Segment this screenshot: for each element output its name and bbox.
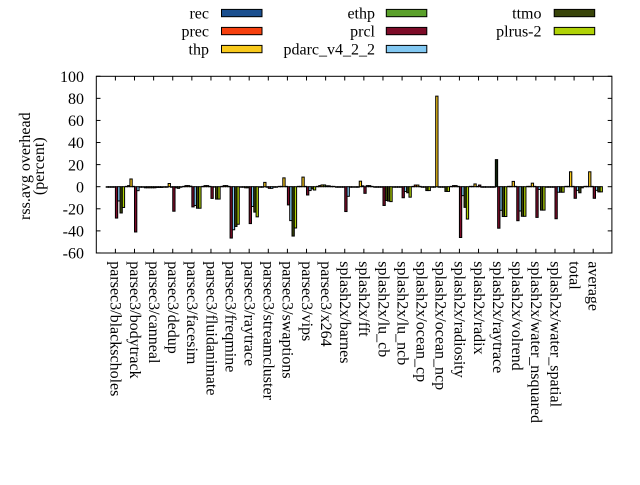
- svg-text:plrus-2: plrus-2: [496, 23, 541, 40]
- svg-text:splash2x/water_nsquared: splash2x/water_nsquared: [527, 261, 544, 423]
- svg-text:parsec3/x264: parsec3/x264: [317, 261, 334, 346]
- svg-text:splash2x/ocean_ncp: splash2x/ocean_ncp: [432, 261, 449, 390]
- svg-text:ethp: ethp: [347, 5, 375, 22]
- svg-text:100: 100: [60, 69, 84, 86]
- svg-text:splash2x/radiosity: splash2x/radiosity: [451, 261, 468, 377]
- svg-text:ttmo: ttmo: [512, 5, 541, 22]
- svg-text:parsec3/vips: parsec3/vips: [298, 261, 315, 341]
- svg-text:splash2x/water_spatial: splash2x/water_spatial: [546, 261, 563, 407]
- svg-text:pdarc_v4_2_2: pdarc_v4_2_2: [283, 41, 375, 58]
- svg-text:prcl: prcl: [350, 23, 375, 40]
- svg-text:(percent): (percent): [31, 137, 48, 195]
- svg-text:20: 20: [68, 157, 84, 174]
- svg-text:-20: -20: [63, 201, 84, 218]
- svg-text:rec: rec: [189, 5, 209, 22]
- svg-text:splash2x/lu_cb: splash2x/lu_cb: [374, 261, 391, 357]
- svg-text:prec: prec: [181, 23, 209, 40]
- svg-text:parsec3/fluidanimate: parsec3/fluidanimate: [202, 261, 219, 395]
- svg-text:splash2x/barnes: splash2x/barnes: [336, 261, 353, 363]
- svg-text:parsec3/blackscholes: parsec3/blackscholes: [107, 261, 124, 396]
- svg-text:splash2x/fft: splash2x/fft: [355, 261, 372, 337]
- svg-text:splash2x/lu_ncb: splash2x/lu_ncb: [393, 261, 410, 365]
- svg-text:40: 40: [68, 135, 84, 152]
- svg-text:-40: -40: [63, 224, 84, 241]
- svg-text:splash2x/raytrace: splash2x/raytrace: [489, 261, 506, 373]
- svg-text:parsec3/swaptions: parsec3/swaptions: [279, 261, 296, 378]
- svg-text:parsec3/streamcluster: parsec3/streamcluster: [260, 261, 277, 400]
- svg-text:parsec3/freqmine: parsec3/freqmine: [221, 261, 238, 372]
- svg-text:parsec3/bodytrack: parsec3/bodytrack: [126, 261, 143, 378]
- svg-text:80: 80: [68, 91, 84, 108]
- svg-text:splash2x/ocean_cp: splash2x/ocean_cp: [412, 261, 429, 382]
- svg-text:total: total: [565, 261, 582, 290]
- svg-text:parsec3/raytrace: parsec3/raytrace: [240, 261, 257, 366]
- svg-text:splash2x/volrend: splash2x/volrend: [508, 261, 525, 370]
- svg-text:splash2x/radix: splash2x/radix: [470, 261, 487, 354]
- svg-text:-60: -60: [63, 246, 84, 263]
- svg-text:average: average: [585, 261, 602, 311]
- svg-text:0: 0: [76, 179, 84, 196]
- svg-text:parsec3/facesim: parsec3/facesim: [183, 261, 200, 365]
- svg-text:thp: thp: [189, 41, 209, 58]
- svg-text:parsec3/canneal: parsec3/canneal: [145, 261, 162, 364]
- svg-text:parsec3/dedup: parsec3/dedup: [164, 261, 181, 353]
- svg-text:60: 60: [68, 113, 84, 130]
